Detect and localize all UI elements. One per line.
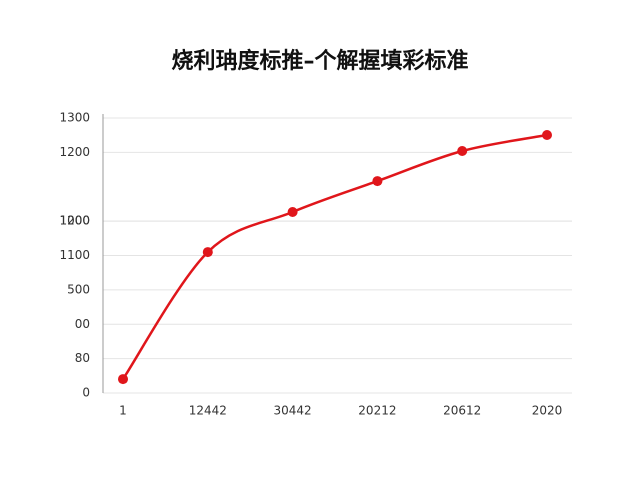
- point: [118, 374, 128, 385]
- x-tick-label: 30442: [274, 404, 312, 418]
- y-tick-label: 80: [75, 351, 90, 365]
- point: [457, 146, 468, 156]
- y-tick-label: 1000: [59, 214, 90, 228]
- y-tick-label: 1300: [59, 111, 90, 125]
- x-tick-label: 20612: [443, 404, 481, 418]
- y-tick-label: 500: [67, 282, 90, 296]
- x-tick-label: 12442: [189, 404, 227, 418]
- point: [202, 247, 213, 258]
- y-tick-label: 0: [82, 386, 90, 400]
- x-tick-label: 1: [119, 404, 127, 418]
- line: [121, 133, 548, 380]
- y-tick-label: 1200: [59, 214, 90, 228]
- point: [542, 130, 552, 141]
- point: [372, 176, 383, 187]
- y-tick-label: 00: [75, 317, 90, 331]
- y-tick-label: 1100: [59, 248, 90, 262]
- point: [287, 207, 298, 218]
- x-tick-label: 2020: [532, 404, 563, 418]
- y-tick-label: 1200: [59, 145, 90, 159]
- x-tick-label: 20212: [358, 404, 396, 418]
- chart-title: 烧利珃度标推–个解握填彩标准: [171, 48, 468, 74]
